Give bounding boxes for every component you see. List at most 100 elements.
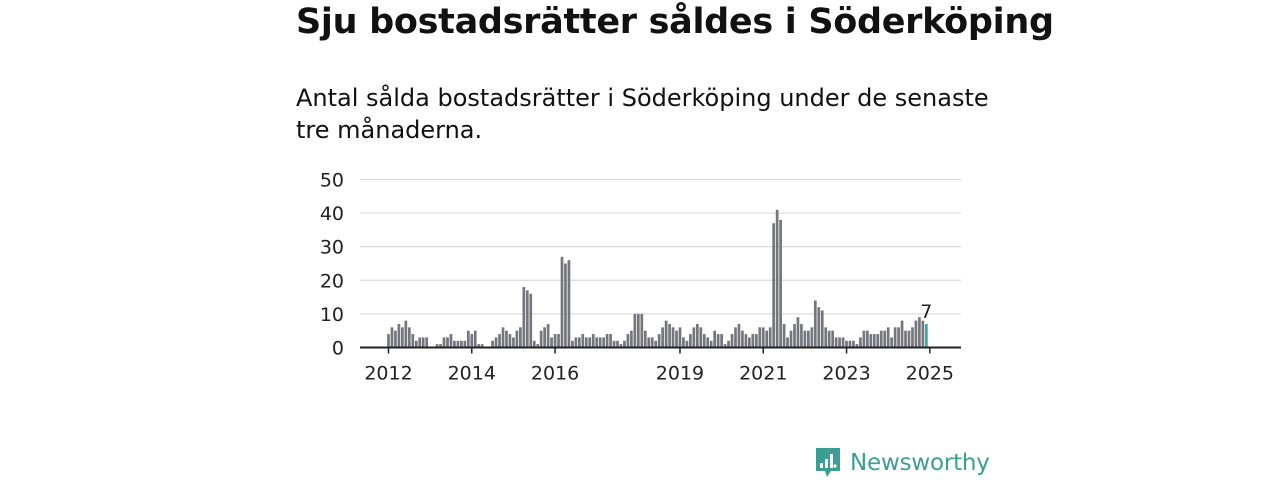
bar	[678, 327, 682, 348]
bar	[671, 327, 675, 348]
bar	[886, 327, 890, 348]
bar	[817, 307, 821, 348]
bar	[605, 334, 609, 348]
bar	[446, 337, 449, 348]
bar	[477, 344, 481, 348]
bar	[859, 337, 862, 348]
bar	[418, 337, 422, 348]
bar	[782, 323, 786, 348]
bar	[768, 327, 772, 348]
bar	[744, 334, 748, 348]
bar	[574, 337, 578, 348]
bar-chart: 0 10 20 30 40 50 2012 2014 2016 2019 2021 2023 2025 7	[320, 170, 961, 385]
bar	[567, 260, 571, 348]
bar	[515, 330, 519, 348]
bar	[453, 340, 456, 348]
bar	[546, 323, 550, 348]
bar	[713, 330, 717, 348]
bar	[761, 327, 765, 348]
bar	[720, 334, 723, 348]
bar	[786, 337, 789, 348]
bar	[623, 340, 626, 348]
bar	[758, 327, 762, 348]
bar	[657, 334, 661, 348]
bar	[734, 327, 737, 348]
bar	[602, 337, 605, 348]
bar	[598, 337, 602, 348]
bar	[553, 334, 557, 348]
bar	[883, 330, 887, 348]
bar	[390, 327, 394, 348]
bar	[522, 287, 526, 348]
bar	[539, 330, 543, 348]
bar	[581, 334, 585, 348]
bar	[456, 340, 460, 348]
bar	[664, 320, 668, 348]
bar	[716, 334, 720, 348]
bar	[741, 330, 744, 348]
bar	[876, 334, 880, 348]
bar	[900, 320, 904, 348]
bar	[421, 337, 425, 348]
bar	[810, 327, 814, 348]
bar	[852, 340, 855, 348]
bar	[512, 337, 515, 348]
bar	[897, 327, 900, 348]
x-tick-label: 2014	[448, 363, 496, 385]
bar	[723, 344, 727, 348]
x-tick-label: 2012	[364, 363, 412, 385]
bar	[685, 340, 689, 348]
bar	[890, 337, 893, 348]
bar	[404, 320, 408, 348]
bar	[862, 330, 866, 348]
bar	[640, 313, 644, 348]
bar	[636, 313, 640, 348]
bar	[737, 323, 741, 348]
bar	[498, 334, 501, 348]
x-tick-label: 2023	[822, 363, 870, 385]
bar	[893, 327, 897, 348]
y-tick-label: 40	[320, 203, 344, 225]
bar	[643, 330, 647, 348]
bar	[751, 334, 755, 348]
x-tick-label: 2021	[739, 363, 787, 385]
bar	[619, 344, 623, 348]
bar	[834, 337, 838, 348]
bar	[463, 340, 467, 348]
bar	[449, 334, 453, 348]
bar	[519, 327, 522, 348]
bar	[536, 344, 540, 348]
bar	[564, 263, 567, 348]
bar	[508, 334, 512, 348]
bar	[584, 337, 588, 348]
bar	[855, 344, 859, 348]
y-tick-label: 30	[320, 237, 344, 259]
bar	[921, 320, 925, 348]
bar	[543, 327, 546, 348]
bar	[695, 323, 699, 348]
bar	[827, 330, 831, 348]
bar	[480, 344, 484, 348]
bar	[470, 334, 474, 348]
bar	[668, 323, 671, 348]
bar	[425, 337, 429, 348]
bar	[682, 337, 685, 348]
bar	[397, 323, 401, 348]
bar	[532, 340, 536, 348]
bar	[505, 330, 508, 348]
bar	[435, 344, 439, 348]
bar	[529, 293, 533, 348]
bar	[838, 337, 841, 348]
bar	[845, 340, 848, 348]
x-tick-label: 2025	[906, 363, 954, 385]
bar	[612, 340, 616, 348]
y-tick-label: 50	[320, 170, 344, 192]
bar	[779, 219, 782, 348]
bar	[765, 330, 769, 348]
highlight-value-label: 7	[920, 301, 932, 323]
bar	[591, 334, 595, 348]
bar	[550, 337, 553, 348]
bar	[727, 340, 730, 348]
bar	[872, 334, 876, 348]
bar	[609, 334, 612, 348]
